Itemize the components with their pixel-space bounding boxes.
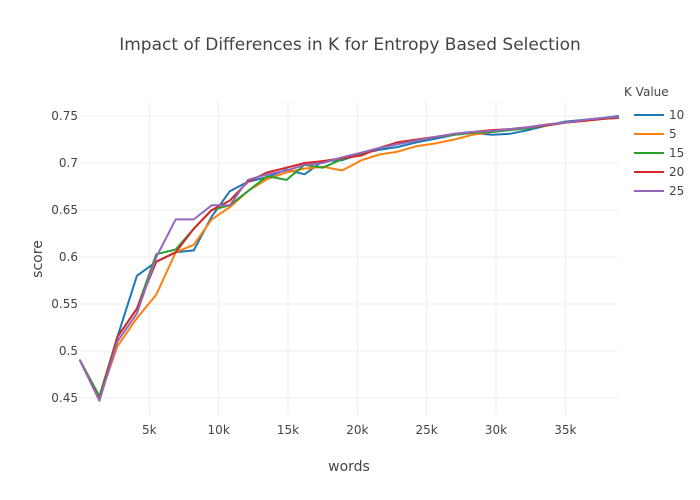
- y-tick-label: 0.5: [59, 344, 78, 358]
- series-line-k-25[interactable]: [79, 115, 619, 402]
- y-tick-label: 0.45: [51, 391, 78, 405]
- chart-title: Impact of Differences in K for Entropy B…: [119, 35, 581, 55]
- legend-label: 10: [669, 108, 684, 122]
- x-tick-label: 10k: [208, 423, 230, 437]
- legend-item-k-10[interactable]: 10: [634, 108, 684, 122]
- legend[interactable]: K Value 10 5 15 20 25: [624, 85, 684, 198]
- x-tick-label: 5k: [142, 423, 157, 437]
- x-tick-label: 25k: [416, 423, 438, 437]
- x-tick-label: 30k: [485, 423, 507, 437]
- x-tick-label: 35k: [554, 423, 576, 437]
- x-axis-title: words: [328, 459, 370, 475]
- legend-items[interactable]: 10 5 15 20 25: [634, 108, 684, 198]
- legend-label: 5: [669, 127, 677, 141]
- y-tick-label: 0.65: [51, 203, 78, 217]
- x-tick-label: 15k: [277, 423, 299, 437]
- x-axis-ticks: 5k 10k 15k 20k 25k 30k 35k: [142, 423, 576, 437]
- y-axis-title: score: [30, 240, 46, 278]
- series-line-k-5[interactable]: [79, 116, 619, 399]
- legend-item-k-20[interactable]: 20: [634, 165, 684, 179]
- series-line-k-20[interactable]: [79, 116, 619, 401]
- legend-item-k-5[interactable]: 5: [634, 127, 677, 141]
- y-axis-ticks: 0.45 0.5 0.55 0.6 0.65 0.7 0.75: [51, 109, 78, 405]
- legend-item-k-15[interactable]: 15: [634, 146, 684, 160]
- legend-label: 15: [669, 146, 684, 160]
- y-tick-label: 0.55: [51, 297, 78, 311]
- y-tick-label: 0.6: [59, 250, 78, 264]
- legend-label: 20: [669, 165, 684, 179]
- legend-label: 25: [669, 184, 684, 198]
- y-tick-label: 0.7: [59, 156, 78, 170]
- y-tick-label: 0.75: [51, 109, 78, 123]
- series-layer: [79, 115, 619, 402]
- grid-layer: [80, 100, 618, 414]
- legend-item-k-25[interactable]: 25: [634, 184, 684, 198]
- legend-title: K Value: [624, 85, 669, 99]
- x-tick-label: 20k: [346, 423, 368, 437]
